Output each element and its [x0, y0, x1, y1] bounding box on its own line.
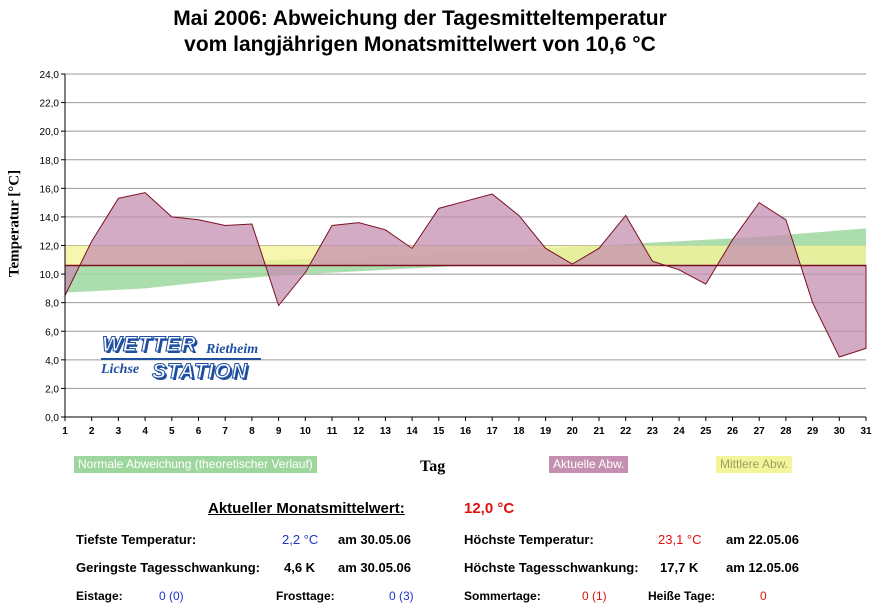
x-tick-label: 6 [196, 426, 202, 437]
min-range-label: Geringste Tagesschwankung: [76, 560, 260, 575]
y-tick-label: 14,0 [40, 213, 60, 224]
y-axis-title: Temperatur [°C] [6, 169, 23, 278]
max-temp-value: 23,1 °C [658, 532, 702, 547]
y-tick-label: 8,0 [45, 299, 59, 310]
ice-days-value: 0 (0) [159, 589, 184, 603]
chart-title-line2: vom langjährigen Monatsmittelwert von 10… [184, 33, 656, 56]
x-tick-label: 21 [593, 426, 605, 437]
x-tick-label: 3 [116, 426, 122, 437]
x-tick-label: 7 [222, 426, 228, 437]
x-tick-label: 30 [834, 426, 846, 437]
logo-lichse: Lichse [101, 362, 140, 377]
chart-title-line1: Mai 2006: Abweichung der Tagesmitteltemp… [173, 7, 667, 30]
x-tick-label: 8 [249, 426, 255, 437]
actual-area-path [64, 192, 867, 358]
x-tick-label: 25 [700, 426, 712, 437]
min-range-date: am 30.05.06 [338, 560, 412, 575]
x-tick-label: 17 [487, 426, 499, 437]
y-tick-label: 4,0 [45, 356, 59, 367]
frost-days-value: 0 (3) [389, 589, 414, 603]
legend-mean: Mittlere Abw. [716, 456, 793, 473]
y-tick-labels: 0,0 2,0 4,0 6,0 8,0 10,0 12,0 14,0 16,0 18,0 20,0 2… [40, 70, 60, 424]
x-tick-label: 12 [353, 426, 365, 437]
month-mean-label: Aktueller Monatsmittelwert: [208, 500, 405, 517]
max-range-date: am 12.05.06 [726, 560, 800, 575]
logo-rietheim: Rietheim [206, 342, 259, 357]
actual-deviation-area [64, 192, 867, 358]
month-mean-value: 12,0 °C [464, 500, 515, 517]
frost-days-label: Frosttage: [276, 589, 335, 603]
x-tick-label: 10 [300, 426, 312, 437]
x-tick-label: 29 [807, 426, 819, 437]
x-tick-label: 19 [540, 426, 552, 437]
min-range-value: 4,6 K [284, 560, 316, 575]
y-tick-label: 6,0 [45, 327, 59, 338]
x-tick-label: 26 [727, 426, 739, 437]
x-tick-label: 20 [567, 426, 579, 437]
min-temp-value: 2,2 °C [282, 532, 319, 547]
x-tick-labels: 1 2 3 4 5 6 7 8 9 10 11 12 13 14 15 16 17 18 19 20 21 22 23 24 2… [62, 426, 872, 437]
logo-station: STATION [151, 360, 249, 384]
y-tick-label: 0,0 [45, 413, 59, 424]
y-tick-label: 20,0 [40, 127, 60, 138]
y-tick-label: 12,0 [40, 242, 60, 253]
max-range-value: 17,7 K [660, 560, 699, 575]
x-tick-label: 23 [647, 426, 659, 437]
x-tick-label: 14 [407, 426, 419, 437]
y-tick-label: 10,0 [40, 270, 60, 281]
hot-days-value: 0 [760, 589, 767, 603]
logo-divider [101, 358, 261, 360]
min-temp-date: am 30.05.06 [338, 532, 412, 547]
x-tick-label: 1 [62, 426, 68, 437]
x-tick-label: 27 [754, 426, 766, 437]
y-tick-label: 24,0 [40, 70, 60, 81]
max-temp-label: Höchste Temperatur: [464, 532, 594, 547]
x-tick-label: 28 [780, 426, 792, 437]
legend-actual: Aktuelle Abw. [549, 456, 629, 473]
x-tick-label: 13 [380, 426, 392, 437]
y-tick-label: 2,0 [45, 384, 59, 395]
y-tick-label: 16,0 [40, 184, 60, 195]
min-temp-label: Tiefste Temperatur: [76, 532, 197, 547]
legend-normal: Normale Abweichung (theoretischer Verlau… [74, 456, 317, 473]
x-tick-label: 15 [433, 426, 445, 437]
x-tick-label: 18 [513, 426, 525, 437]
ice-days-label: Eistage: [76, 589, 123, 603]
summer-days-value: 0 (1) [582, 589, 607, 603]
axes [64, 74, 867, 421]
x-tick-label: 5 [169, 426, 175, 437]
x-tick-label: 4 [142, 426, 148, 437]
x-tick-label: 22 [620, 426, 632, 437]
x-tick-label: 9 [276, 426, 282, 437]
x-tick-label: 11 [327, 426, 338, 437]
summer-days-label: Sommertage: [464, 589, 541, 603]
y-tick-label: 18,0 [40, 156, 60, 167]
x-tick-label: 2 [89, 426, 95, 437]
hot-days-label: Heiße Tage: [648, 589, 716, 603]
x-tick-label: 16 [460, 426, 472, 437]
y-tick-label: 22,0 [40, 99, 60, 110]
logo-wetter: WETTER [102, 333, 197, 357]
x-tick-label: 31 [860, 426, 872, 437]
x-tick-label: 24 [674, 426, 686, 437]
max-range-label: Höchste Tagesschwankung: [464, 560, 639, 575]
max-temp-date: am 22.05.06 [726, 532, 800, 547]
x-axis-title: Tag [420, 458, 446, 475]
